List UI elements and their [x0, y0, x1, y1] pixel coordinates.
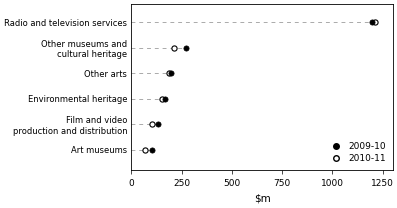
- Point: [161, 97, 168, 100]
- Point: [155, 123, 162, 126]
- X-axis label: $m: $m: [254, 194, 270, 204]
- Point: [168, 72, 174, 75]
- Point: [372, 20, 378, 24]
- Legend: 2009-10, 2010-11: 2009-10, 2010-11: [324, 140, 388, 166]
- Point: [158, 97, 165, 100]
- Point: [170, 46, 177, 49]
- Point: [149, 148, 156, 151]
- Point: [149, 123, 156, 126]
- Point: [368, 20, 375, 24]
- Point: [183, 46, 189, 49]
- Point: [142, 148, 148, 151]
- Point: [166, 72, 172, 75]
